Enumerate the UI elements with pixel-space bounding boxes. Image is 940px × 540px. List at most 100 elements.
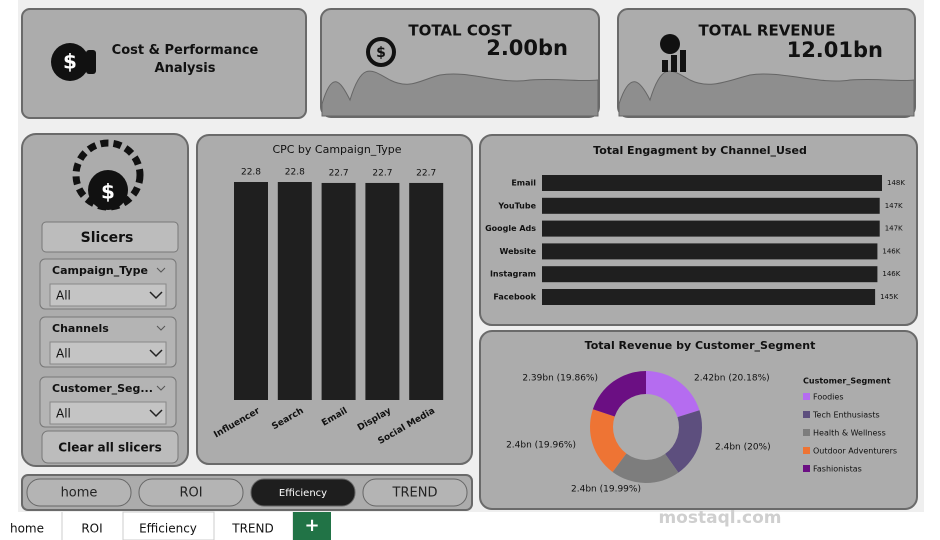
- watermark: mostaql.com: [658, 508, 781, 528]
- icon: $: [101, 180, 115, 204]
- donut-slice: [592, 371, 646, 417]
- data-label: 147K: [885, 225, 903, 233]
- donut-slice: [646, 371, 700, 418]
- chart-title: Total Engagment by Channel_Used: [593, 144, 807, 157]
- dropdown-value[interactable]: All: [56, 347, 71, 361]
- chevron: [156, 325, 166, 331]
- bar: [542, 220, 880, 237]
- slicer-title: Slicers: [81, 230, 134, 246]
- data-label: 22.8: [285, 168, 305, 178]
- nav-panel: [21, 474, 473, 511]
- icon: [680, 50, 686, 72]
- data-label: 22.7: [416, 168, 436, 178]
- dropdown[interactable]: [49, 341, 167, 365]
- icon: [88, 170, 128, 210]
- bar: [542, 197, 880, 214]
- donut-slice: [665, 410, 703, 473]
- data-label: 22.7: [329, 168, 349, 178]
- donut-slice: [612, 453, 679, 484]
- sheet-tab[interactable]: Efficiency: [139, 522, 197, 536]
- sheet-tab[interactable]: home: [10, 522, 44, 536]
- chevron: [149, 349, 163, 358]
- legend-title: Customer_Segment: [803, 377, 891, 386]
- nav-button[interactable]: [250, 478, 356, 507]
- chevron: [156, 385, 166, 391]
- slicer-header: [41, 221, 179, 253]
- icon: [86, 50, 96, 74]
- sparkline: [321, 70, 599, 117]
- data-label: 2.4bn (19.99%): [571, 485, 641, 495]
- data-label: 2.39bn (19.86%): [522, 374, 598, 384]
- bar: [277, 182, 312, 400]
- legend-swatch: [803, 393, 810, 400]
- nav-label[interactable]: TREND: [392, 486, 438, 501]
- nav-label[interactable]: home: [61, 486, 98, 501]
- icon: [366, 37, 396, 67]
- bar: [542, 266, 878, 283]
- clear-button[interactable]: [41, 430, 179, 464]
- data-label: 145K: [880, 293, 898, 301]
- dropdown-value[interactable]: All: [56, 407, 71, 421]
- legend-swatch: [803, 465, 810, 472]
- bar: [409, 182, 444, 400]
- nav-label[interactable]: Efficiency: [279, 488, 327, 499]
- y-tick-label: Facebook: [493, 293, 536, 302]
- bar: [234, 182, 268, 400]
- y-tick-label: YouTube: [497, 201, 536, 210]
- sheet-tab[interactable]: ROI: [81, 522, 102, 536]
- add-sheet-label[interactable]: +: [304, 515, 319, 536]
- bar: [542, 289, 876, 305]
- legend-swatch: [803, 447, 810, 454]
- chevron: [149, 291, 163, 300]
- sheet-tab[interactable]: TREND: [231, 522, 273, 536]
- header-panel: [21, 8, 307, 119]
- y-tick-label: Website: [500, 247, 537, 256]
- clear-label[interactable]: Clear all slicers: [58, 441, 161, 455]
- kpi-label: TOTAL REVENUE: [698, 22, 835, 40]
- icon: $: [376, 45, 386, 61]
- data-label: 2.4bn (19.96%): [506, 441, 576, 451]
- bar: [321, 182, 356, 400]
- legend-label: Outdoor Adventurers: [813, 447, 897, 456]
- bar: [365, 182, 400, 400]
- kpi-value: 12.01bn: [787, 38, 883, 62]
- icon: [671, 55, 677, 72]
- chevron: [156, 267, 166, 273]
- add-sheet[interactable]: [293, 512, 331, 540]
- icon: [72, 139, 144, 211]
- legend-label: Fashionistas: [813, 465, 862, 474]
- data-label: 22.8: [241, 168, 261, 178]
- icon: [660, 34, 680, 54]
- nav-button[interactable]: [26, 478, 132, 507]
- data-label: 148K: [887, 179, 905, 187]
- y-tick-label: Google Ads: [485, 224, 536, 233]
- legend-label: Health & Wellness: [813, 429, 886, 438]
- nav-label[interactable]: ROI: [179, 486, 202, 501]
- legend-swatch: [803, 411, 810, 418]
- icon: $: [63, 50, 77, 74]
- data-label: 147K: [885, 202, 903, 210]
- y-tick-label: Instagram: [490, 270, 536, 279]
- legend-label: Tech Enthusiasts: [812, 411, 880, 420]
- icon: [51, 43, 89, 81]
- kpi-value: 2.00bn: [486, 36, 568, 60]
- slicer-label: Channels: [52, 322, 109, 335]
- data-label: 2.4bn (20%): [715, 443, 771, 453]
- kpi-label: TOTAL COST: [408, 22, 512, 40]
- chart-title: Total Revenue by Customer_Segment: [585, 339, 816, 352]
- bar: [542, 243, 878, 260]
- dropdown[interactable]: [49, 283, 167, 307]
- legend-label: Foodies: [813, 393, 844, 402]
- chevron: [149, 409, 163, 418]
- nav-button[interactable]: [362, 478, 468, 507]
- y-tick-label: Email: [511, 179, 536, 188]
- sparkline: [618, 70, 915, 117]
- dropdown[interactable]: [49, 401, 167, 425]
- dropdown-value[interactable]: All: [56, 289, 71, 303]
- slicer-label: Customer_Seg...: [52, 382, 153, 395]
- chart-title: CPC by Campaign_Type: [272, 143, 401, 156]
- nav-button[interactable]: [138, 478, 244, 507]
- header-title: Cost & Performance Analysis: [111, 43, 259, 76]
